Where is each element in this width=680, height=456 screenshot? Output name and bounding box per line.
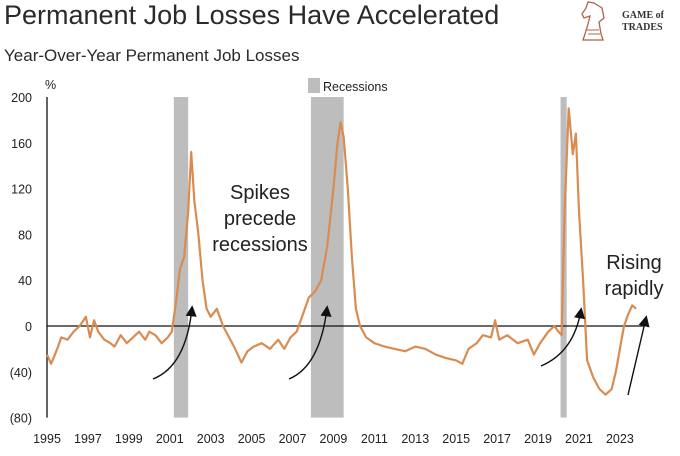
x-tick-label: 2005 — [238, 432, 266, 446]
x-tick-label: 2019 — [524, 432, 552, 446]
y-tick-label: 80 — [18, 228, 32, 242]
x-tick-label: 2015 — [442, 432, 470, 446]
annotation-spikes: Spikes — [230, 182, 290, 204]
recession-band — [173, 97, 189, 418]
x-tick-label: 2021 — [565, 432, 593, 446]
x-tick-label: 2017 — [483, 432, 511, 446]
y-axis-label: % — [45, 78, 56, 92]
x-tick-label: 2007 — [279, 432, 307, 446]
y-tick-label: (80) — [10, 412, 32, 426]
game-of-trades-logo: GAME of TRADES — [568, 0, 680, 42]
chart-subtitle: Year-Over-Year Permanent Job Losses — [4, 46, 300, 65]
y-tick-label: 200 — [11, 91, 32, 105]
annotation-rising: rapidly — [605, 278, 664, 300]
y-tick-label: (40) — [10, 366, 32, 380]
x-tick-label: 1999 — [115, 432, 143, 446]
recession-band — [310, 97, 344, 418]
annotation-spikes: precede — [224, 208, 296, 230]
y-tick-label: 0 — [25, 320, 32, 334]
y-tick-label: 160 — [11, 137, 32, 151]
x-tick-label: 2003 — [197, 432, 225, 446]
x-tick-label: 2009 — [320, 432, 348, 446]
arrow-icon — [288, 305, 332, 380]
x-tick-label: 2001 — [156, 432, 184, 446]
arrow-icon — [627, 315, 650, 396]
y-tick-label: 40 — [18, 274, 32, 288]
arrow-icon — [540, 307, 586, 367]
x-tick-label: 2013 — [401, 432, 429, 446]
x-tick-label: 1997 — [74, 432, 102, 446]
arrow-icon — [152, 305, 197, 380]
legend-label-recessions: Recessions — [323, 80, 388, 94]
y-tick-label: 120 — [11, 183, 32, 197]
chess-knight-icon — [581, 1, 605, 41]
series-line — [45, 107, 637, 396]
x-tick-label: 2011 — [361, 432, 388, 446]
legend-swatch-recessions — [308, 78, 320, 93]
annotation-spikes: recessions — [212, 234, 308, 256]
x-tick-label: 2023 — [606, 432, 634, 446]
chart-title: Permanent Job Losses Have Accelerated — [4, 0, 500, 30]
x-tick-label: 1995 — [33, 432, 61, 446]
annotation-rising: Rising — [606, 252, 662, 274]
